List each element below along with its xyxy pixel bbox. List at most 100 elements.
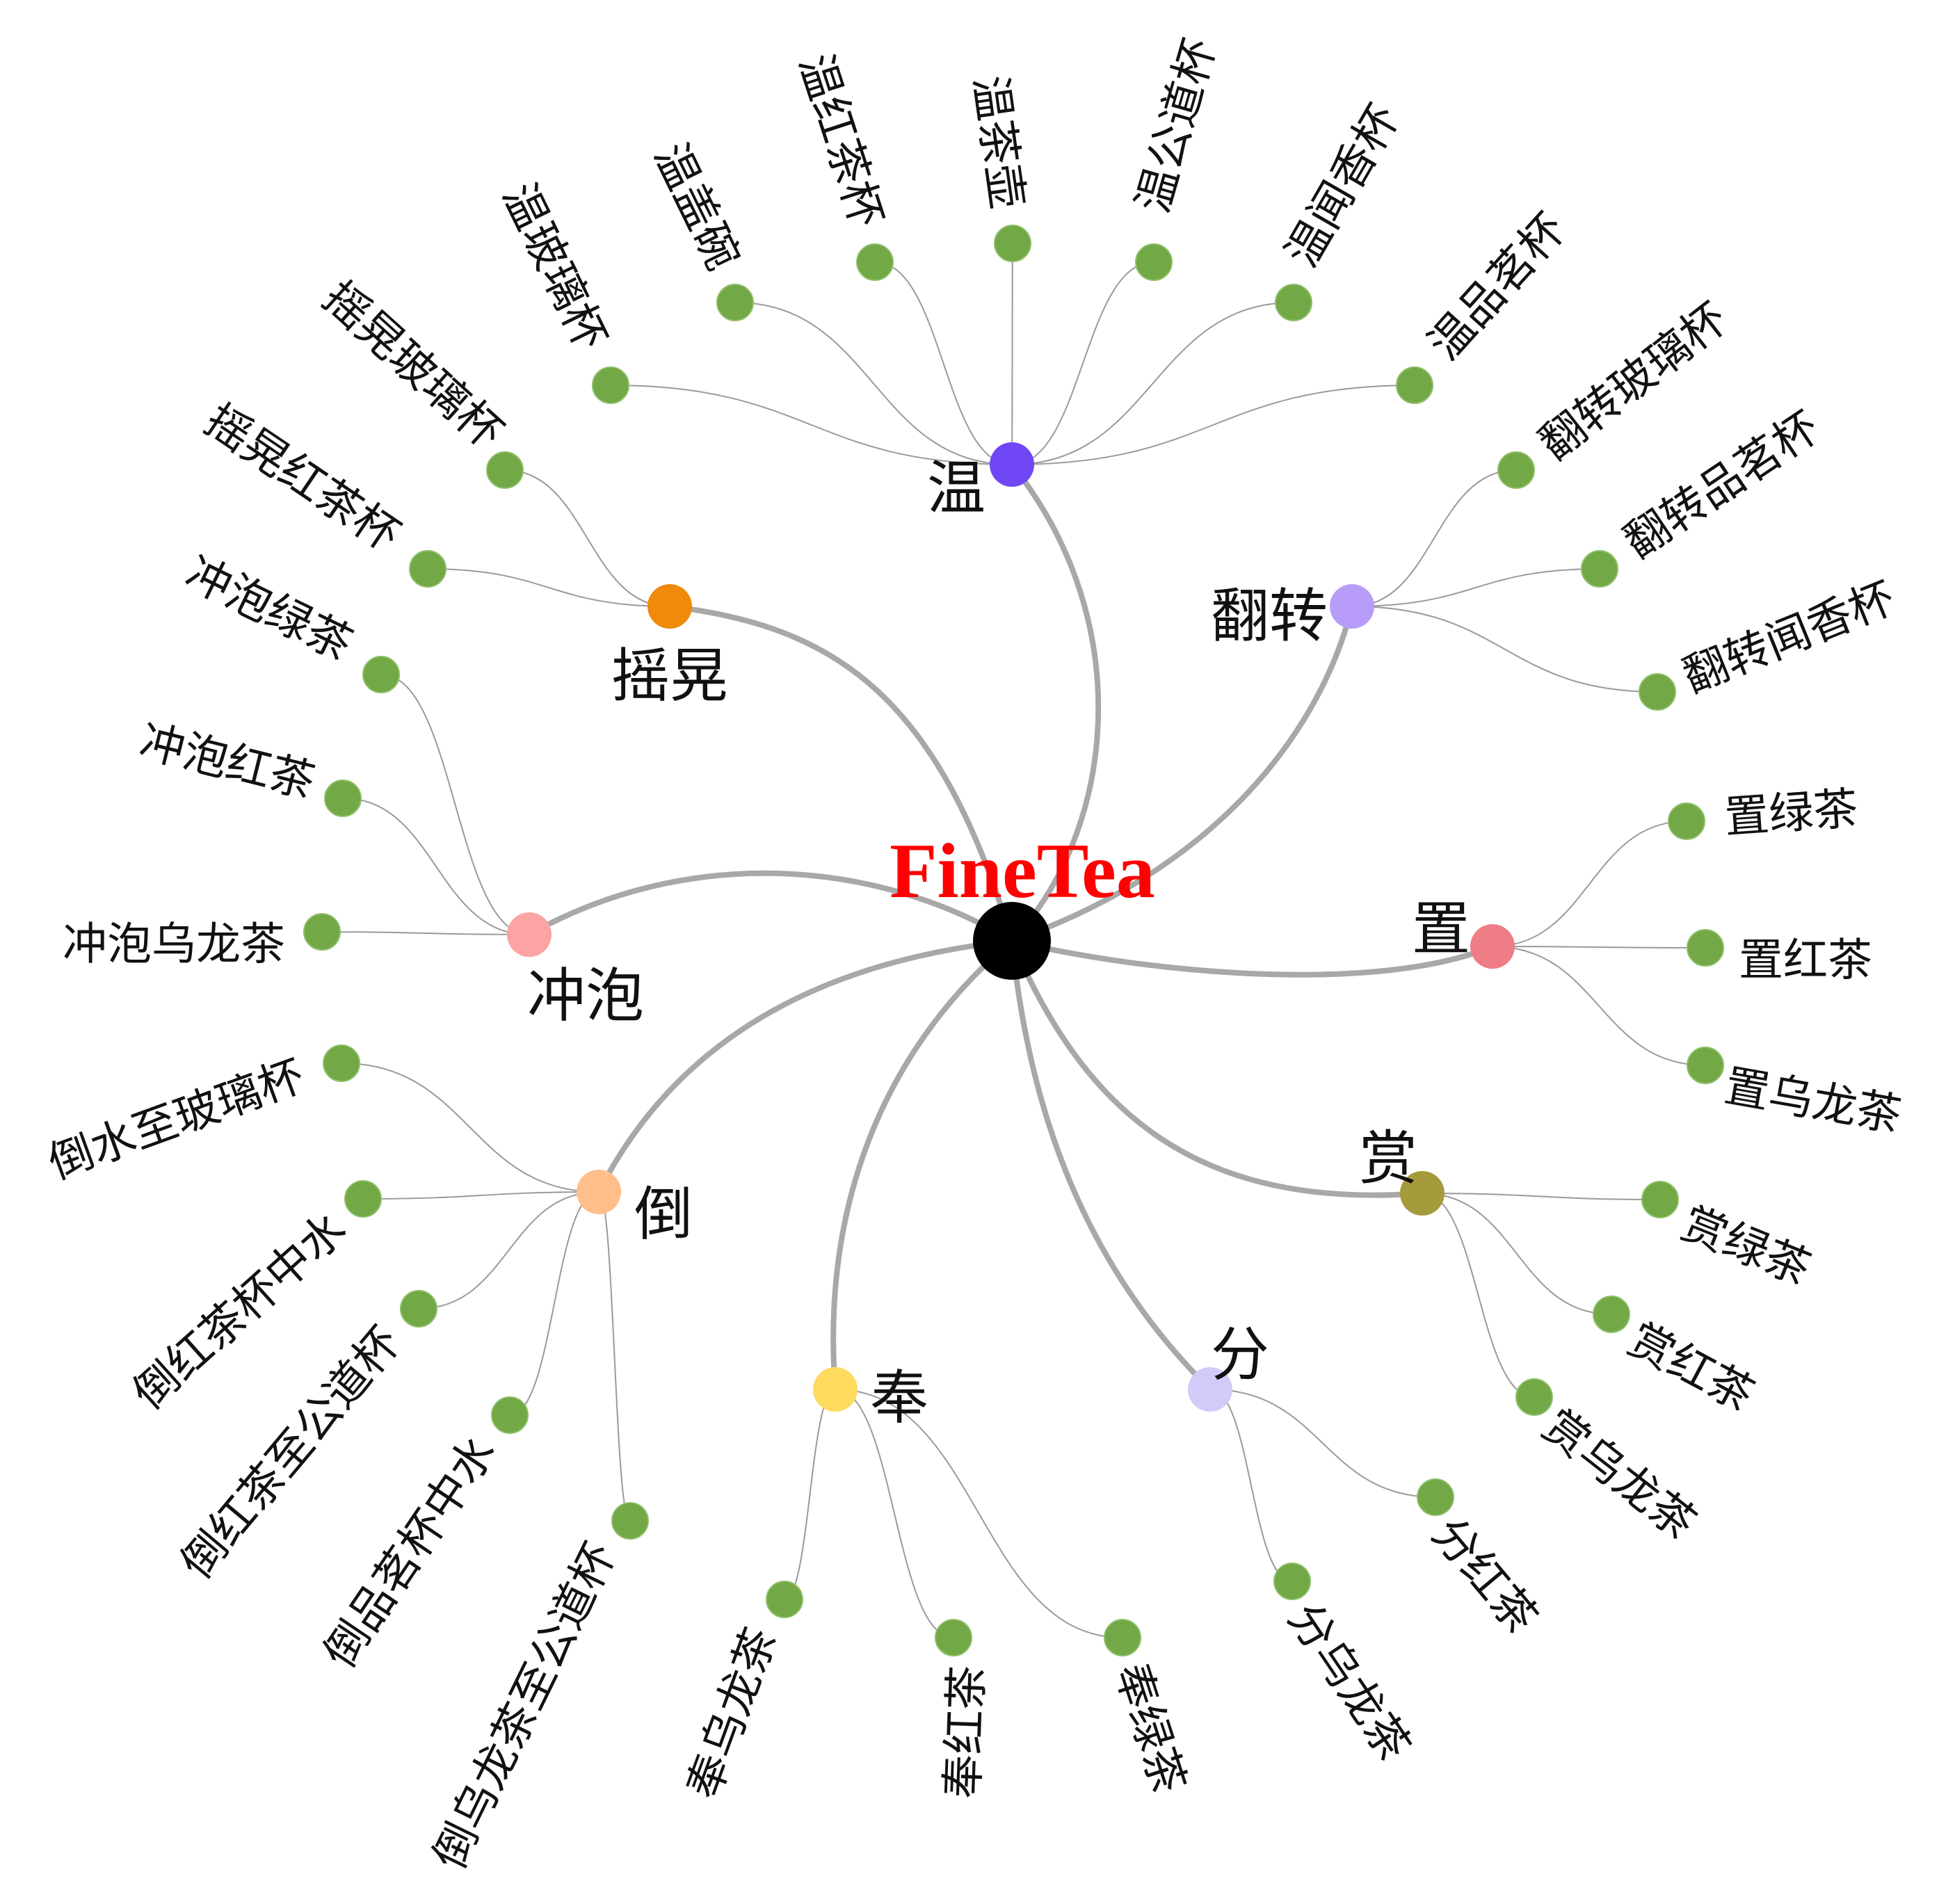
edge-root-fen (1009, 938, 1213, 1392)
leaf-node-shang-1[interactable] (1593, 1296, 1630, 1333)
category-node-fen[interactable] (1188, 1367, 1232, 1412)
edge-yaohuang-leaf-0 (504, 469, 670, 607)
category-label-shang: 赏 (1359, 1124, 1417, 1193)
leaf-node-shang-2[interactable] (1515, 1378, 1553, 1416)
leaf-label-yaohuang-0: 摇晃玻璃杯 (313, 272, 513, 459)
leaf-node-fen-1[interactable] (1273, 1563, 1311, 1600)
category-label-dao: 倒 (634, 1180, 693, 1248)
category-label-wen: 温 (927, 454, 985, 522)
leaf-label-chongpao-1: 冲泡红茶 (134, 716, 319, 809)
leaf-label-chongpao-2: 冲泡乌龙茶 (63, 919, 285, 971)
edge-wen-leaf-2 (874, 261, 1013, 465)
category-node-dao[interactable] (577, 1170, 621, 1214)
leaf-node-chongpao-1[interactable] (324, 780, 362, 817)
leaf-label-dao-3: 倒品茗杯中水 (314, 1427, 506, 1677)
edge-root-yaohuang (667, 604, 1015, 944)
leaf-node-shang-0[interactable] (1641, 1181, 1679, 1218)
edge-chongpao-leaf-1 (342, 798, 530, 935)
edge-fanzhuan-leaf-2 (1351, 606, 1658, 693)
edge-chongpao-leaf-0 (380, 674, 530, 935)
leaf-label-wen-3: 温茶壶 (963, 72, 1033, 211)
root-node[interactable] (973, 902, 1051, 980)
edge-fanzhuan-leaf-1 (1351, 568, 1600, 607)
category-label-chongpao: 冲泡 (527, 962, 644, 1030)
leaf-label-zhi-0: 置绿茶 (1723, 783, 1860, 844)
root-label: FineTea (890, 828, 1155, 914)
leaf-label-feng-1: 奉红茶 (938, 1665, 994, 1800)
leaf-label-fen-1: 分乌龙茶 (1278, 1594, 1420, 1770)
leaf-node-feng-1[interactable] (935, 1619, 972, 1656)
edge-wen-leaf-6 (1011, 385, 1415, 465)
edge-feng-leaf-1 (835, 1389, 954, 1638)
category-node-shang[interactable] (1400, 1171, 1445, 1216)
leaf-node-zhi-0[interactable] (1668, 802, 1705, 840)
leaf-label-feng-0: 奉乌龙茶 (677, 1621, 787, 1806)
leaf-label-wen-6: 温品茗杯 (1419, 204, 1576, 371)
leaf-label-yaohuang-1: 摇晃红茶杯 (195, 395, 409, 562)
edge-dao-leaf-2 (418, 1191, 600, 1309)
category-label-fen: 分 (1211, 1321, 1269, 1389)
edge-shang-leaf-0 (1422, 1193, 1661, 1200)
leaf-node-zhi-1[interactable] (1687, 929, 1724, 967)
leaf-node-feng-0[interactable] (766, 1581, 803, 1618)
edge-fen-leaf-1 (1209, 1389, 1293, 1582)
edge-dao-leaf-1 (362, 1191, 600, 1200)
leaf-label-shang-0: 赏绿茶 (1674, 1198, 1817, 1296)
edge-dao-leaf-0 (341, 1063, 600, 1193)
edge-wen-leaf-4 (1011, 261, 1154, 465)
leaf-label-feng-2: 奉绿茶 (1104, 1657, 1195, 1800)
edge-wen-leaf-3 (1011, 243, 1013, 465)
category-node-yaohuang[interactable] (647, 584, 692, 629)
leaf-node-chongpao-0[interactable] (362, 656, 400, 693)
leaf-node-fanzhuan-2[interactable] (1639, 673, 1676, 711)
leaf-node-wen-0[interactable] (592, 366, 629, 404)
leaf-label-shang-2: 赏乌龙茶 (1533, 1400, 1705, 1550)
leaf-node-wen-5[interactable] (1275, 284, 1312, 321)
edge-root-chongpao (526, 870, 1015, 944)
edge-fanzhuan-leaf-0 (1351, 469, 1517, 607)
edge-root-zhi (1009, 938, 1495, 978)
category-node-fanzhuan[interactable] (1330, 584, 1374, 629)
category-node-zhi[interactable] (1470, 924, 1515, 969)
leaf-label-wen-1: 温盖碗 (644, 136, 749, 278)
leaf-node-zhi-2[interactable] (1687, 1047, 1724, 1084)
nodes-layer (303, 225, 1724, 1656)
leaf-node-fen-0[interactable] (1417, 1478, 1454, 1516)
category-node-wen[interactable] (990, 442, 1034, 487)
leaf-node-wen-6[interactable] (1396, 366, 1433, 404)
leaf-node-yaohuang-1[interactable] (409, 550, 446, 588)
edge-shang-leaf-1 (1422, 1193, 1612, 1315)
leaf-node-wen-1[interactable] (716, 284, 754, 321)
leaf-node-wen-4[interactable] (1135, 243, 1173, 281)
category-label-fanzhuan: 翻转 (1211, 582, 1328, 650)
leaf-node-wen-3[interactable] (994, 225, 1031, 262)
edge-zhi-leaf-0 (1492, 821, 1687, 947)
edge-root-feng (830, 938, 1015, 1392)
leaf-label-wen-2: 温红茶杯 (789, 48, 892, 233)
leaf-node-dao-2[interactable] (400, 1290, 437, 1328)
leaf-node-fanzhuan-1[interactable] (1581, 550, 1618, 588)
edge-root-fanzhuan (1009, 604, 1355, 944)
leaf-node-dao-4[interactable] (611, 1502, 649, 1540)
leaf-node-wen-2[interactable] (856, 243, 894, 281)
leaf-label-fanzhuan-1: 翻转品茗杯 (1615, 402, 1828, 569)
leaf-label-fanzhuan-2: 翻转闻香杯 (1676, 572, 1901, 703)
leaf-node-yaohuang-0[interactable] (486, 451, 524, 489)
edge-root-wen (1009, 462, 1102, 944)
edge-shang-leaf-2 (1422, 1193, 1535, 1398)
leaf-node-fanzhuan-0[interactable] (1497, 451, 1535, 489)
edge-wen-leaf-5 (1011, 302, 1294, 465)
leaf-node-dao-1[interactable] (344, 1180, 382, 1218)
leaf-node-feng-2[interactable] (1104, 1619, 1141, 1656)
leaf-node-dao-3[interactable] (491, 1396, 529, 1434)
edge-zhi-leaf-1 (1492, 946, 1706, 949)
edge-dao-leaf-4 (598, 1191, 631, 1522)
leaf-node-dao-0[interactable] (323, 1044, 360, 1082)
category-node-feng[interactable] (813, 1367, 858, 1412)
leaf-node-chongpao-2[interactable] (303, 913, 341, 951)
leaf-label-shang-1: 赏红茶 (1620, 1314, 1762, 1421)
category-node-chongpao[interactable] (507, 912, 552, 957)
edge-feng-leaf-0 (784, 1389, 836, 1600)
